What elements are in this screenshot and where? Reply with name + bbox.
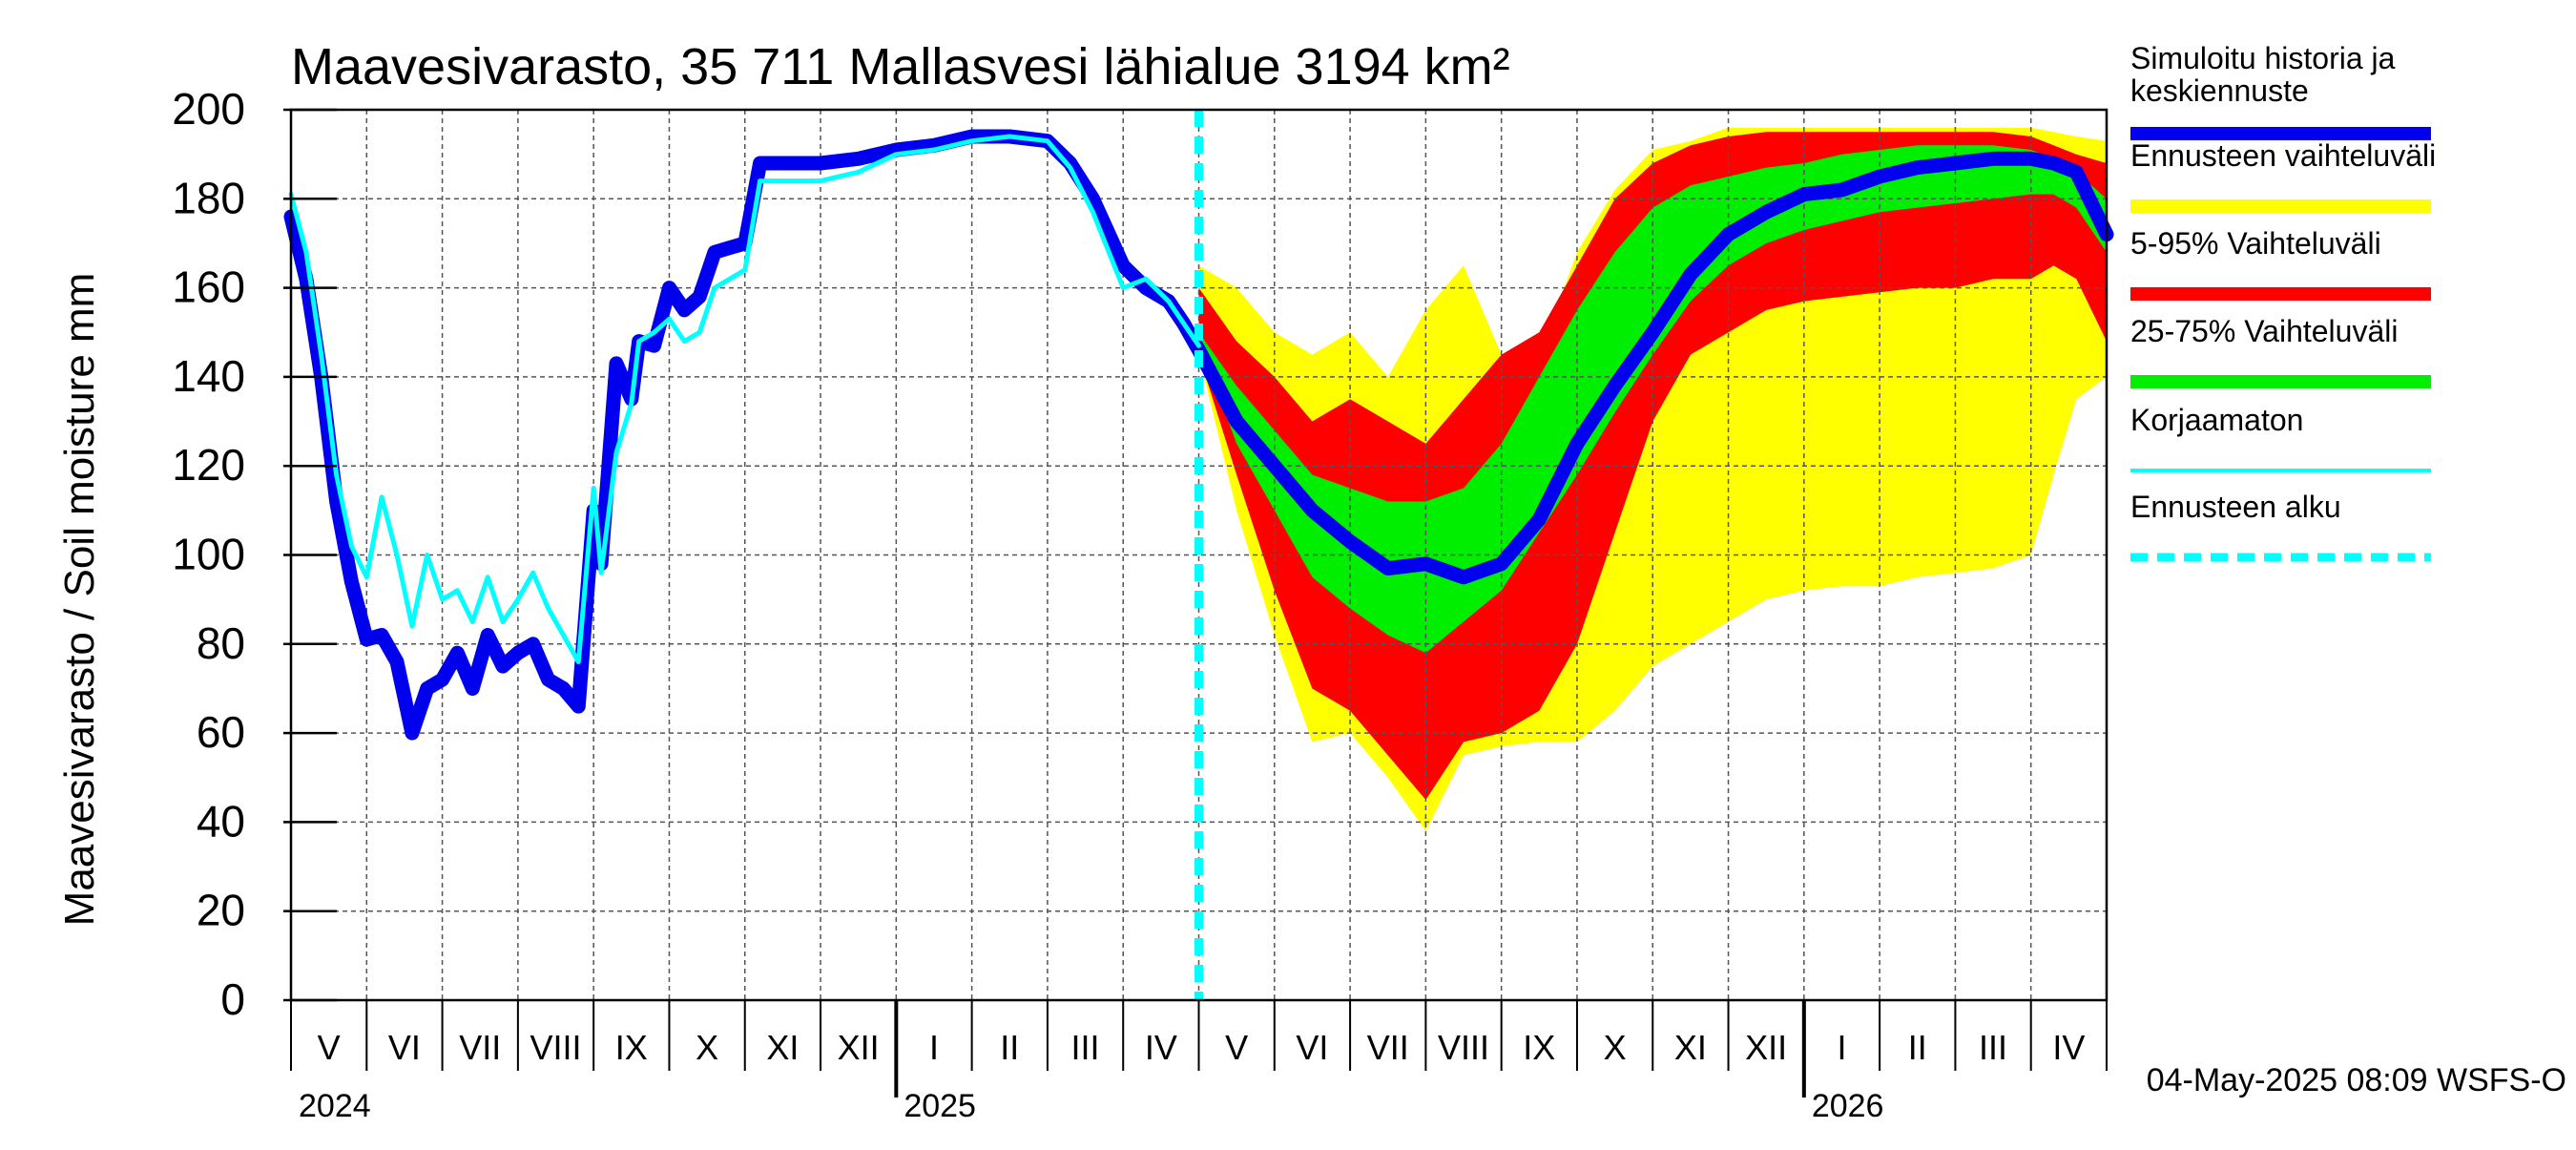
legend-label: Ennusteen vaihteluväli <box>2130 138 2436 173</box>
month-label: VIII <box>1438 1028 1489 1067</box>
month-label: XII <box>1745 1028 1787 1067</box>
legend-label: Korjaamaton <box>2130 403 2303 437</box>
year-label: 2024 <box>299 1088 371 1124</box>
series-line-1 <box>283 129 2114 741</box>
month-label: II <box>1908 1028 1927 1067</box>
y-tick-label: 100 <box>172 530 245 579</box>
month-label: X <box>696 1028 718 1067</box>
legend-label: 25-75% Vaihteluväli <box>2130 314 2398 348</box>
y-tick-label: 180 <box>172 173 245 222</box>
y-tick-label: 160 <box>172 262 245 312</box>
year-label: 2026 <box>1812 1088 1884 1124</box>
month-label: IV <box>2052 1028 2085 1067</box>
month-label: IV <box>1145 1028 1177 1067</box>
y-tick-label: 80 <box>197 618 245 668</box>
series-line-2 <box>288 134 1201 664</box>
year-label: 2025 <box>904 1088 976 1124</box>
timestamp-footer: 04-May-2025 08:09 WSFS-O <box>2147 1062 2566 1098</box>
legend-label: 5-95% Vaihteluväli <box>2130 226 2381 261</box>
y-tick-label: 60 <box>197 707 245 757</box>
month-label: V <box>318 1028 341 1067</box>
y-tick-label: 0 <box>220 974 245 1024</box>
y-tick-label: 120 <box>172 440 245 490</box>
month-label: I <box>1837 1028 1846 1067</box>
chart-title: Maavesivarasto, 35 711 Mallasvesi lähial… <box>291 38 1510 95</box>
month-label: VI <box>388 1028 421 1067</box>
month-label: XII <box>838 1028 880 1067</box>
month-label: XI <box>1674 1028 1707 1067</box>
y-tick-label: 200 <box>172 84 245 134</box>
legend-label: Ennusteen alku <box>2130 490 2341 524</box>
y-tick-label: 40 <box>197 796 245 846</box>
legend-label: Simuloitu historia ja <box>2130 41 2396 75</box>
month-label: XI <box>766 1028 799 1067</box>
month-label: II <box>1000 1028 1019 1067</box>
month-label: I <box>929 1028 939 1067</box>
y-tick-label: 140 <box>172 351 245 401</box>
month-label: III <box>1979 1028 2007 1067</box>
month-label: VIII <box>530 1028 582 1067</box>
month-label: VI <box>1296 1028 1328 1067</box>
month-label: VII <box>459 1028 501 1067</box>
y-axis-label: Maavesivarasto / Soil moisture mm <box>56 273 103 927</box>
y-tick-label: 20 <box>197 886 245 935</box>
month-label: III <box>1071 1028 1100 1067</box>
month-label: X <box>1604 1028 1627 1067</box>
month-label: IX <box>615 1028 648 1067</box>
month-label: V <box>1225 1028 1248 1067</box>
month-label: VII <box>1367 1028 1409 1067</box>
month-label: IX <box>1523 1028 1555 1067</box>
legend-label: keskiennuste <box>2130 73 2309 108</box>
